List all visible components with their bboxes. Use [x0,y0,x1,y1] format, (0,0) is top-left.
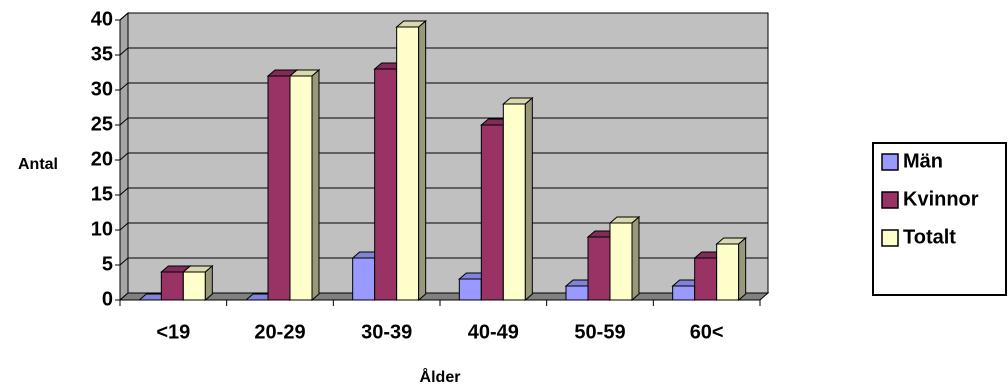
y-tick-label: 30 [91,78,113,100]
gridline-side [119,47,129,56]
bar-Totalt-20-29 [288,68,321,302]
gridline-side [119,117,129,126]
y-tick-label: 15 [91,183,113,205]
legend-swatch [881,229,899,247]
gridline-side [119,152,129,161]
gridline-side [119,187,129,196]
axes [115,19,761,306]
legend-label: Män [903,150,943,172]
bar-Totalt-30-39 [395,19,428,302]
gridlines [119,12,768,266]
bar-Totalt-50-59 [608,215,641,302]
gridline-side [119,257,129,266]
x-tick-label: 20-29 [254,321,305,343]
x-axis-title: Ålder [420,367,461,386]
y-tick-label: 5 [102,253,113,275]
x-tick-labels: <19 20-29 30-39 40-49 50-59 60< [156,321,723,343]
gridline-side [119,82,129,91]
y-axis-title: Antal [18,156,58,173]
y-tick-label: 20 [91,148,113,170]
plot-walls [118,11,770,302]
y-tick-labels: 0 5 10 15 20 25 30 35 40 [91,8,113,310]
x-tick-label: <19 [156,321,190,343]
y-tick-label: 35 [91,43,113,65]
y-tick-label: 10 [91,218,113,240]
x-tick-label: 50-59 [574,321,625,343]
y-tick-label: 0 [102,288,113,310]
bars [137,19,748,302]
legend-label: Kvinnor [903,188,979,210]
x-tick-label: 30-39 [361,321,412,343]
y-tick-label: 40 [91,8,113,30]
floor [118,292,770,301]
legend-swatch [881,153,899,171]
bar-Totalt-60< [715,236,748,302]
x-tick-label: 60< [690,321,724,343]
legend-label: Totalt [903,226,956,248]
bar-Totalt-40-49 [501,96,534,302]
y-tick-label: 25 [91,113,113,135]
gridline-side [119,12,129,21]
legend-swatch [881,191,899,209]
bar-Totalt-<19 [181,264,214,302]
gridline-side [119,222,129,231]
legend: Män Kvinnor Totalt [872,142,1007,296]
x-tick-label: 40-49 [468,321,519,343]
